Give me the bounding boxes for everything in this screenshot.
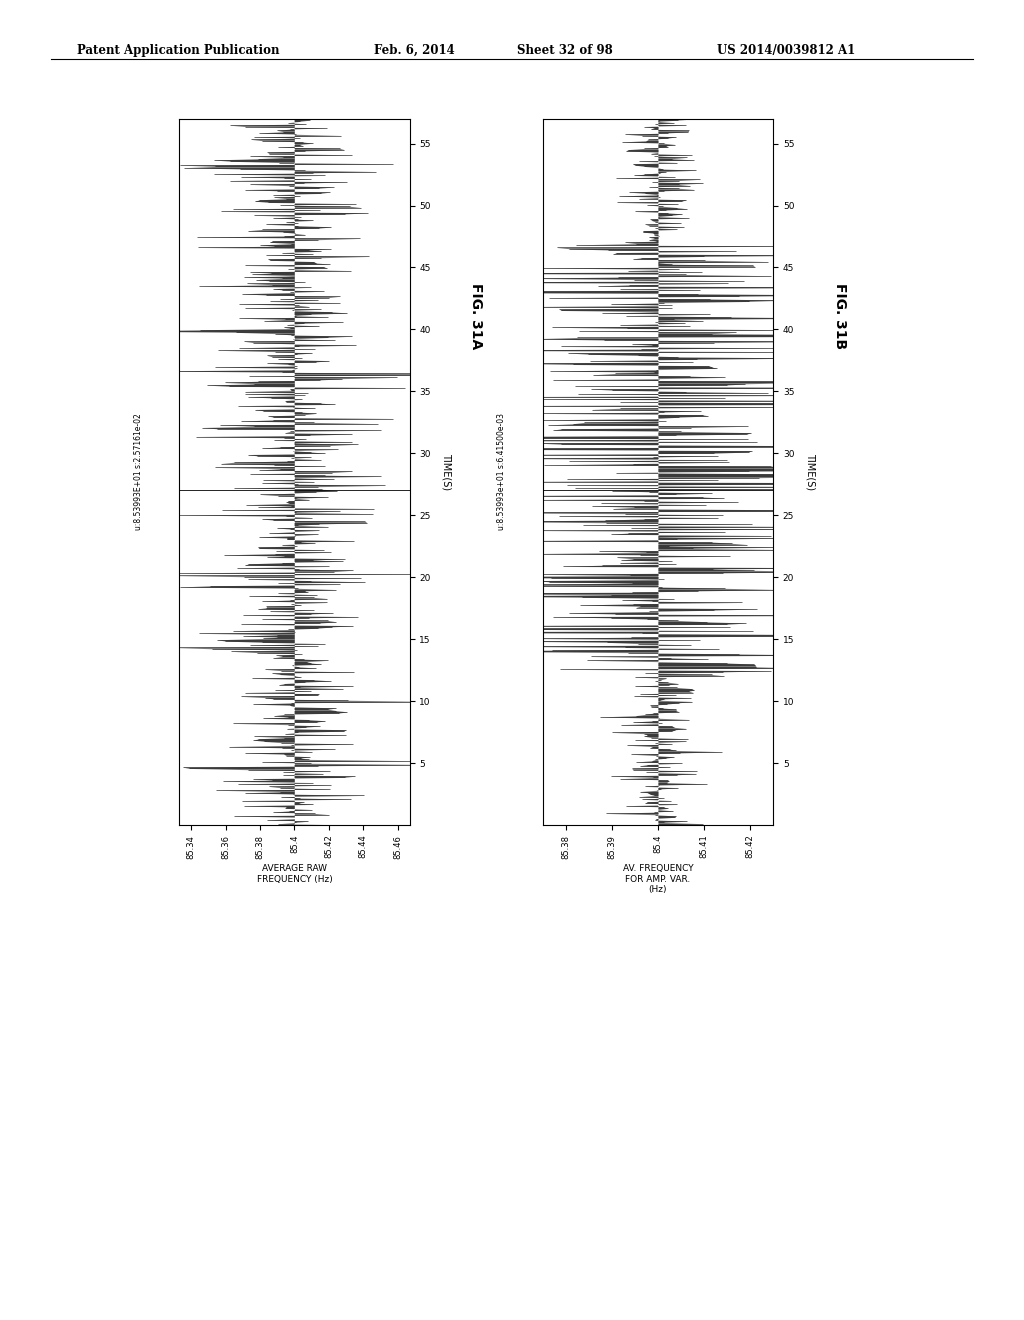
X-axis label: AVERAGE RAW
FREQUENCY (Hz): AVERAGE RAW FREQUENCY (Hz)	[257, 865, 332, 883]
Text: US 2014/0039812 A1: US 2014/0039812 A1	[717, 44, 855, 57]
X-axis label: AV. FREQUENCY
FOR AMP. VAR.
(Hz): AV. FREQUENCY FOR AMP. VAR. (Hz)	[623, 865, 693, 894]
Y-axis label: TIME(S): TIME(S)	[442, 453, 452, 491]
Text: Patent Application Publication: Patent Application Publication	[77, 44, 280, 57]
Text: FIG. 31B: FIG. 31B	[833, 284, 847, 350]
Text: u:8.53993e+01 s:6.41500e-03: u:8.53993e+01 s:6.41500e-03	[498, 413, 506, 531]
Text: Sheet 32 of 98: Sheet 32 of 98	[517, 44, 613, 57]
Y-axis label: TIME(S): TIME(S)	[806, 453, 815, 491]
Text: FIG. 31A: FIG. 31A	[469, 284, 483, 350]
Text: u:8.53993E+01 s:2.57161e-02: u:8.53993E+01 s:2.57161e-02	[134, 413, 142, 531]
Text: Feb. 6, 2014: Feb. 6, 2014	[374, 44, 455, 57]
